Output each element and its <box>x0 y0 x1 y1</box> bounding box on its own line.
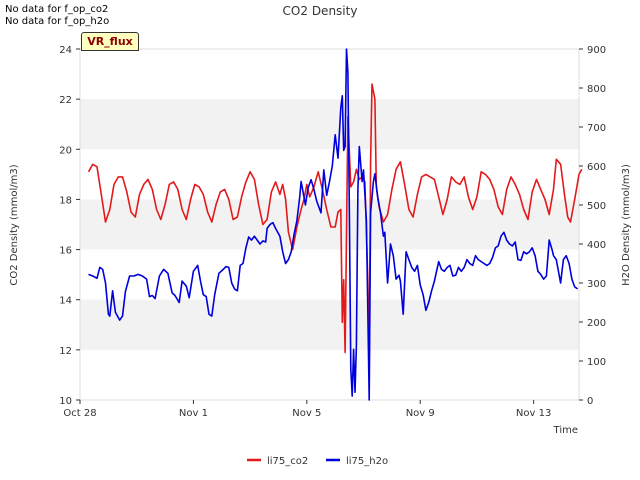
left-tick-label: 14 <box>59 296 72 307</box>
grid-band <box>80 299 579 350</box>
left-tick-label: 10 <box>59 396 72 407</box>
left-tick-label: 20 <box>59 145 72 156</box>
right-tick-label: 200 <box>587 318 606 329</box>
left-tick-label: 12 <box>59 346 72 357</box>
no-data-notice-co2: No data for f_op_co2 <box>5 4 109 15</box>
x-tick-label: Nov 13 <box>516 408 551 419</box>
no-data-notice-h2o: No data for f_op_h2o <box>5 16 110 27</box>
legend-label-li75_h2o: li75_h2o <box>346 456 388 467</box>
legend-label-li75_co2: li75_co2 <box>267 456 308 467</box>
series-line-li75_co2 <box>87 83 583 369</box>
right-tick-label: 0 <box>587 396 593 407</box>
right-tick-label: 500 <box>587 201 606 212</box>
right-axis-ticks: 0 100 200 300 400 500 600 700 800 900 <box>579 45 606 407</box>
right-axis-label: H2O Density (mmol/m3) <box>621 164 632 286</box>
right-tick-label: 800 <box>587 84 606 95</box>
x-tick-label: Nov 9 <box>406 408 435 419</box>
series-layer <box>87 48 583 401</box>
x-axis-ticks: Oct 28 Nov 1 Nov 5 Nov 9 Nov 13 <box>63 400 551 419</box>
grid-band <box>80 99 579 150</box>
vr-flux-badge: VR_flux <box>81 32 139 51</box>
right-tick-label: 900 <box>587 45 606 56</box>
right-tick-label: 300 <box>587 279 606 290</box>
left-tick-label: 16 <box>59 246 72 257</box>
plot-area <box>79 48 580 401</box>
right-tick-label: 100 <box>587 357 606 368</box>
right-tick-label: 700 <box>587 123 606 134</box>
x-axis-label: Time <box>553 425 578 436</box>
left-tick-label: 18 <box>59 195 72 206</box>
left-tick-label: 24 <box>59 45 72 56</box>
x-tick-label: Nov 1 <box>179 408 208 419</box>
left-axis-ticks: 10 12 14 16 18 20 22 24 <box>59 45 80 407</box>
left-axis-label: CO2 Density (mmol/m3) <box>9 164 20 285</box>
x-tick-label: Nov 5 <box>292 408 321 419</box>
left-tick-label: 22 <box>59 95 72 106</box>
series-line-li75_h2o <box>88 48 579 401</box>
chart-title: CO2 Density <box>283 4 358 18</box>
right-tick-label: 400 <box>587 240 606 251</box>
right-tick-label: 600 <box>587 162 606 173</box>
x-tick-label: Oct 28 <box>63 408 96 419</box>
legend: li75_co2 li75_h2o <box>247 456 388 467</box>
